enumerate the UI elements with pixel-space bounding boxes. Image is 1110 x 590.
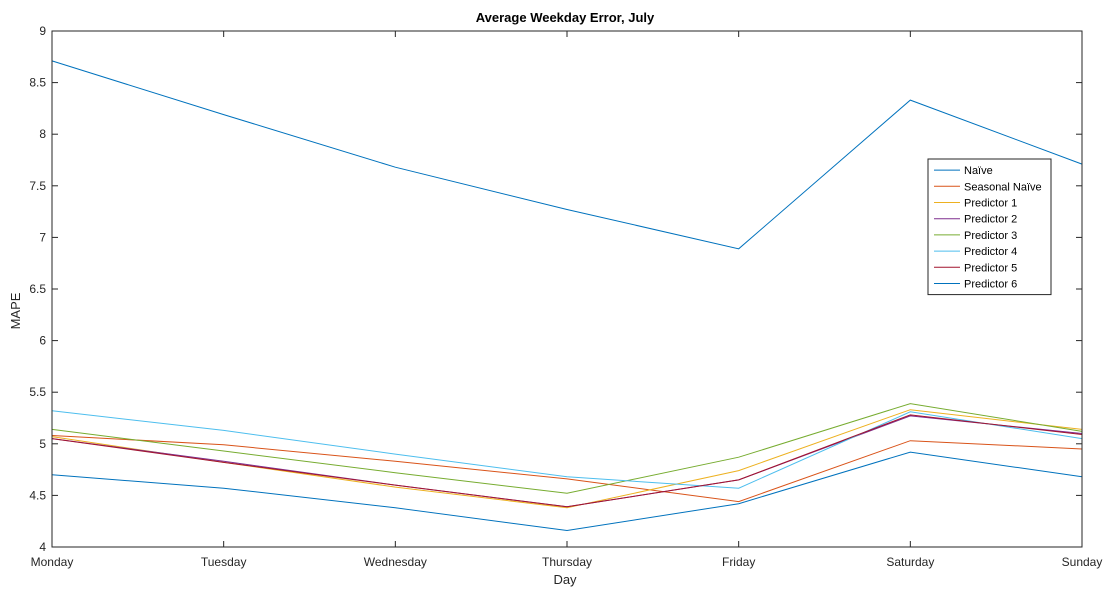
legend: Naïve Seasonal Naïve Predictor 1 Predictor … xyxy=(927,158,1052,296)
series-line xyxy=(51,60,1083,250)
chart-title: Average Weekday Error, July xyxy=(476,10,655,25)
y-tick-label: 4 xyxy=(39,540,46,554)
y-tick-label: 4.5 xyxy=(29,488,46,502)
series-line xyxy=(51,414,1083,508)
x-tick-label: Monday xyxy=(31,555,74,569)
plot-area-border xyxy=(51,30,1083,548)
x-tick-label: Thursday xyxy=(542,555,592,569)
x-axis-label: Day xyxy=(553,572,577,587)
y-tick-label: 8 xyxy=(39,127,46,141)
y-tick-label: 7.5 xyxy=(29,179,46,193)
x-tick-label: Tuesday xyxy=(201,555,247,569)
y-tick-label: 8.5 xyxy=(29,76,46,90)
y-tick-label: 5 xyxy=(39,437,46,451)
series-line xyxy=(51,410,1083,489)
legend-entry: Seasonal Naïve xyxy=(964,181,1042,193)
y-tick-label: 9 xyxy=(39,24,46,38)
series-line xyxy=(51,435,1083,503)
series-line xyxy=(51,451,1083,532)
legend-entry: Predictor 6 xyxy=(964,279,1017,291)
legend-entry: Predictor 1 xyxy=(964,198,1017,210)
legend-entry: Predictor 2 xyxy=(964,214,1017,226)
legend-entry: Predictor 3 xyxy=(964,230,1017,242)
legend-entry: Naïve xyxy=(964,165,993,177)
y-tick-label: 7 xyxy=(39,230,46,244)
y-tick-label: 6.5 xyxy=(29,282,46,296)
y-tick-label: 6 xyxy=(39,334,46,348)
x-tick-label: Wednesday xyxy=(364,555,427,569)
tick-layer: 4 4.5 5 5.5 6 6.5 7 7.5 8 8.5 9 Monday Tuesday Wednes… xyxy=(29,24,1102,569)
legend-entry: Predictor 5 xyxy=(964,262,1017,274)
y-axis-label: MAPE xyxy=(8,292,23,329)
series-line xyxy=(51,403,1083,494)
x-tick-label: Friday xyxy=(722,555,755,569)
x-tick-label: Saturday xyxy=(886,555,934,569)
y-tick-label: 5.5 xyxy=(29,385,46,399)
x-tick-label: Sunday xyxy=(1062,555,1103,569)
legend-box xyxy=(927,158,1052,296)
series-layer xyxy=(51,60,1083,532)
legend-entry: Predictor 4 xyxy=(964,246,1017,258)
